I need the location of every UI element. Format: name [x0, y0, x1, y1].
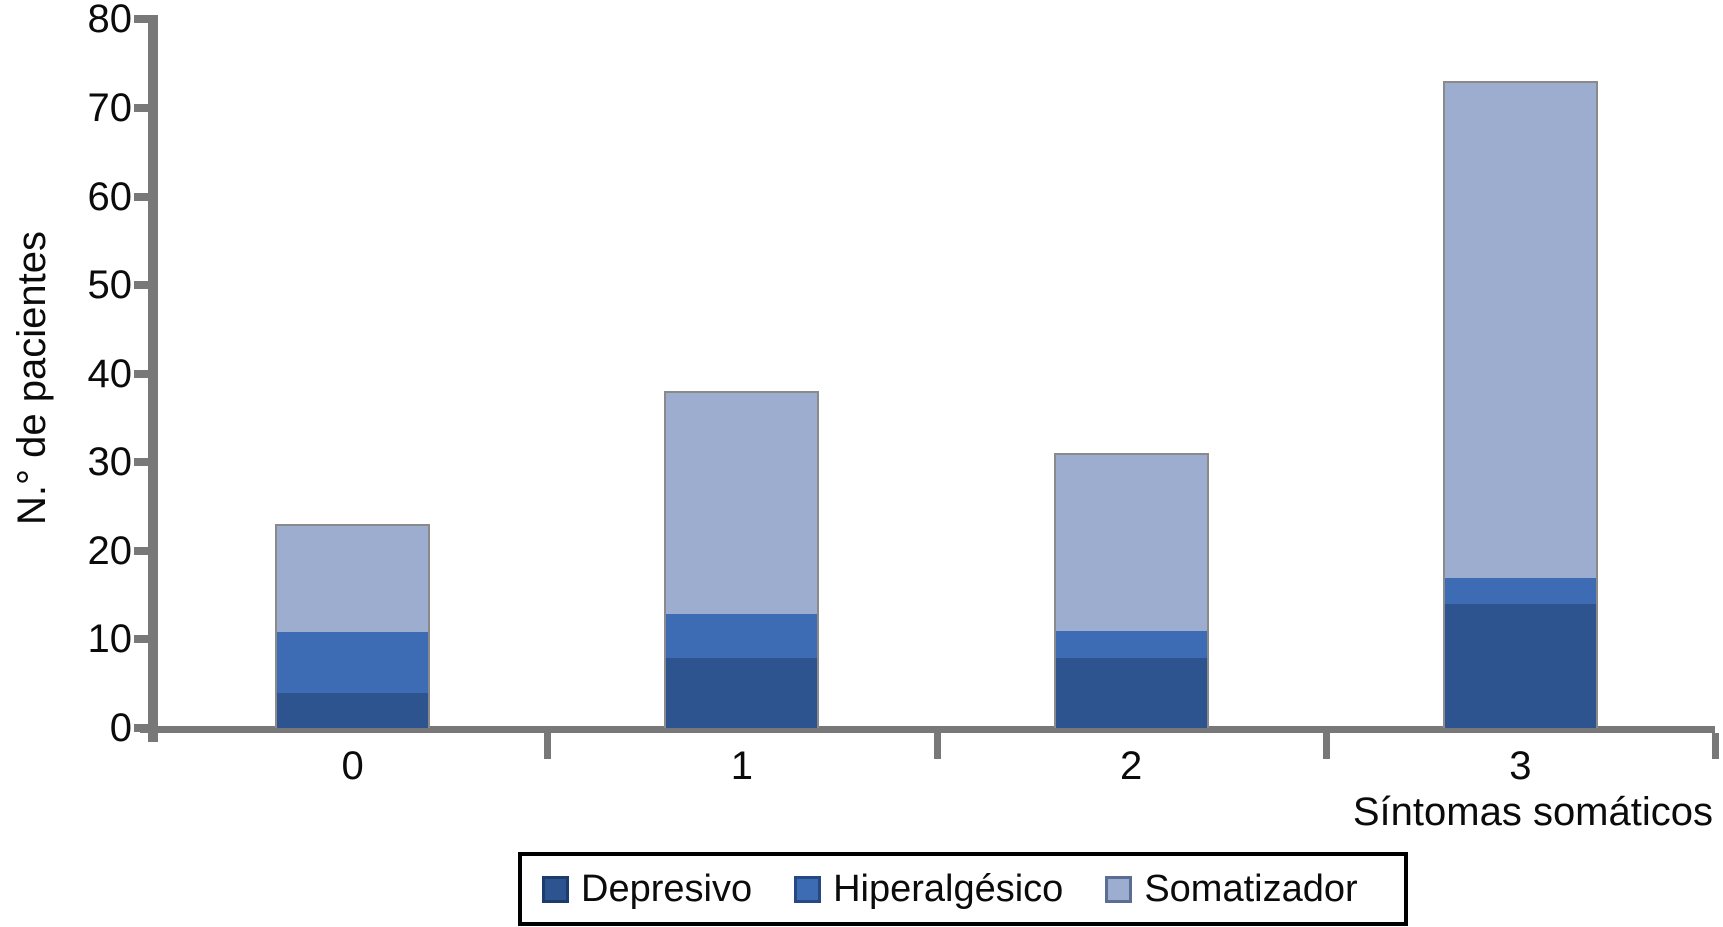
x-category-label-3: 3 [1509, 744, 1532, 788]
y-axis-title: N.° de pacientes [10, 231, 54, 525]
bar-segment-depresivo-cat2 [1055, 657, 1207, 728]
y-tick-30 [134, 458, 158, 467]
x-tick-4 [1712, 733, 1719, 759]
y-axis-line [148, 15, 158, 742]
y-tick-label-20: 20 [87, 528, 133, 573]
legend-swatch-depresivo [542, 875, 569, 903]
y-tick-60 [134, 192, 158, 201]
y-tick-label-80: 80 [87, 0, 133, 42]
bar-segment-depresivo-cat1 [666, 657, 818, 728]
y-tick-label-70: 70 [87, 86, 133, 130]
bar-group-2 [1053, 453, 1209, 728]
legend-item-hiperalgésico: Hiperalgésico [794, 868, 1063, 911]
bar-segment-somatizador-cat1 [666, 393, 818, 614]
x-axis-title: Síntomas somáticos [1352, 790, 1713, 834]
y-tick-40 [134, 369, 158, 378]
y-tick-10 [134, 635, 158, 644]
y-tick-70 [134, 104, 158, 112]
x-category-label-1: 1 [730, 744, 753, 788]
legend-swatch-hiperalgésico [794, 875, 822, 903]
legend-swatch-somatizador [1105, 875, 1133, 903]
bar-segment-hiperalgésico-cat0 [277, 631, 429, 693]
bar-segment-somatizador-cat0 [277, 526, 429, 632]
legend-item-somatizador: Somatizador [1105, 867, 1358, 911]
x-category-label-2: 2 [1120, 744, 1143, 788]
bar-group-0 [275, 524, 431, 728]
bar-segment-somatizador-cat2 [1055, 455, 1207, 632]
y-tick-label-10: 10 [87, 617, 133, 662]
legend-label-depresivo: Depresivo [581, 867, 753, 910]
y-tick-0 [134, 724, 158, 732]
y-tick-label-60: 60 [87, 174, 133, 219]
x-tick-2 [933, 733, 941, 759]
y-tick-label-40: 40 [87, 351, 133, 396]
bar-segment-hiperalgésico-cat3 [1444, 577, 1596, 605]
x-category-label-0: 0 [341, 744, 364, 788]
legend-box: Depresivo Hiperalgésico Somatizador [518, 852, 1408, 926]
x-tick-1 [544, 733, 552, 759]
x-axis-line [140, 726, 1715, 733]
legend-label-somatizador: Somatizador [1144, 867, 1358, 910]
y-tick-label-30: 30 [87, 440, 133, 485]
y-tick-80 [134, 15, 158, 24]
bar-segment-hiperalgésico-cat2 [1055, 631, 1207, 658]
bar-group-3 [1442, 81, 1598, 728]
bar-segment-somatizador-cat3 [1444, 83, 1596, 578]
bar-segment-depresivo-cat0 [277, 692, 429, 728]
bar-segment-hiperalgésico-cat1 [666, 613, 818, 658]
y-tick-label-50: 50 [87, 263, 133, 308]
y-tick-label-0: 0 [109, 706, 132, 750]
bar-group-1 [664, 391, 820, 728]
legend-item-depresivo: Depresivo [542, 868, 752, 911]
legend-label-hiperalgésico: Hiperalgésico [833, 867, 1064, 910]
bar-segment-depresivo-cat3 [1444, 604, 1596, 728]
y-tick-50 [134, 281, 158, 290]
y-tick-20 [134, 546, 158, 555]
x-tick-3 [1322, 733, 1330, 759]
